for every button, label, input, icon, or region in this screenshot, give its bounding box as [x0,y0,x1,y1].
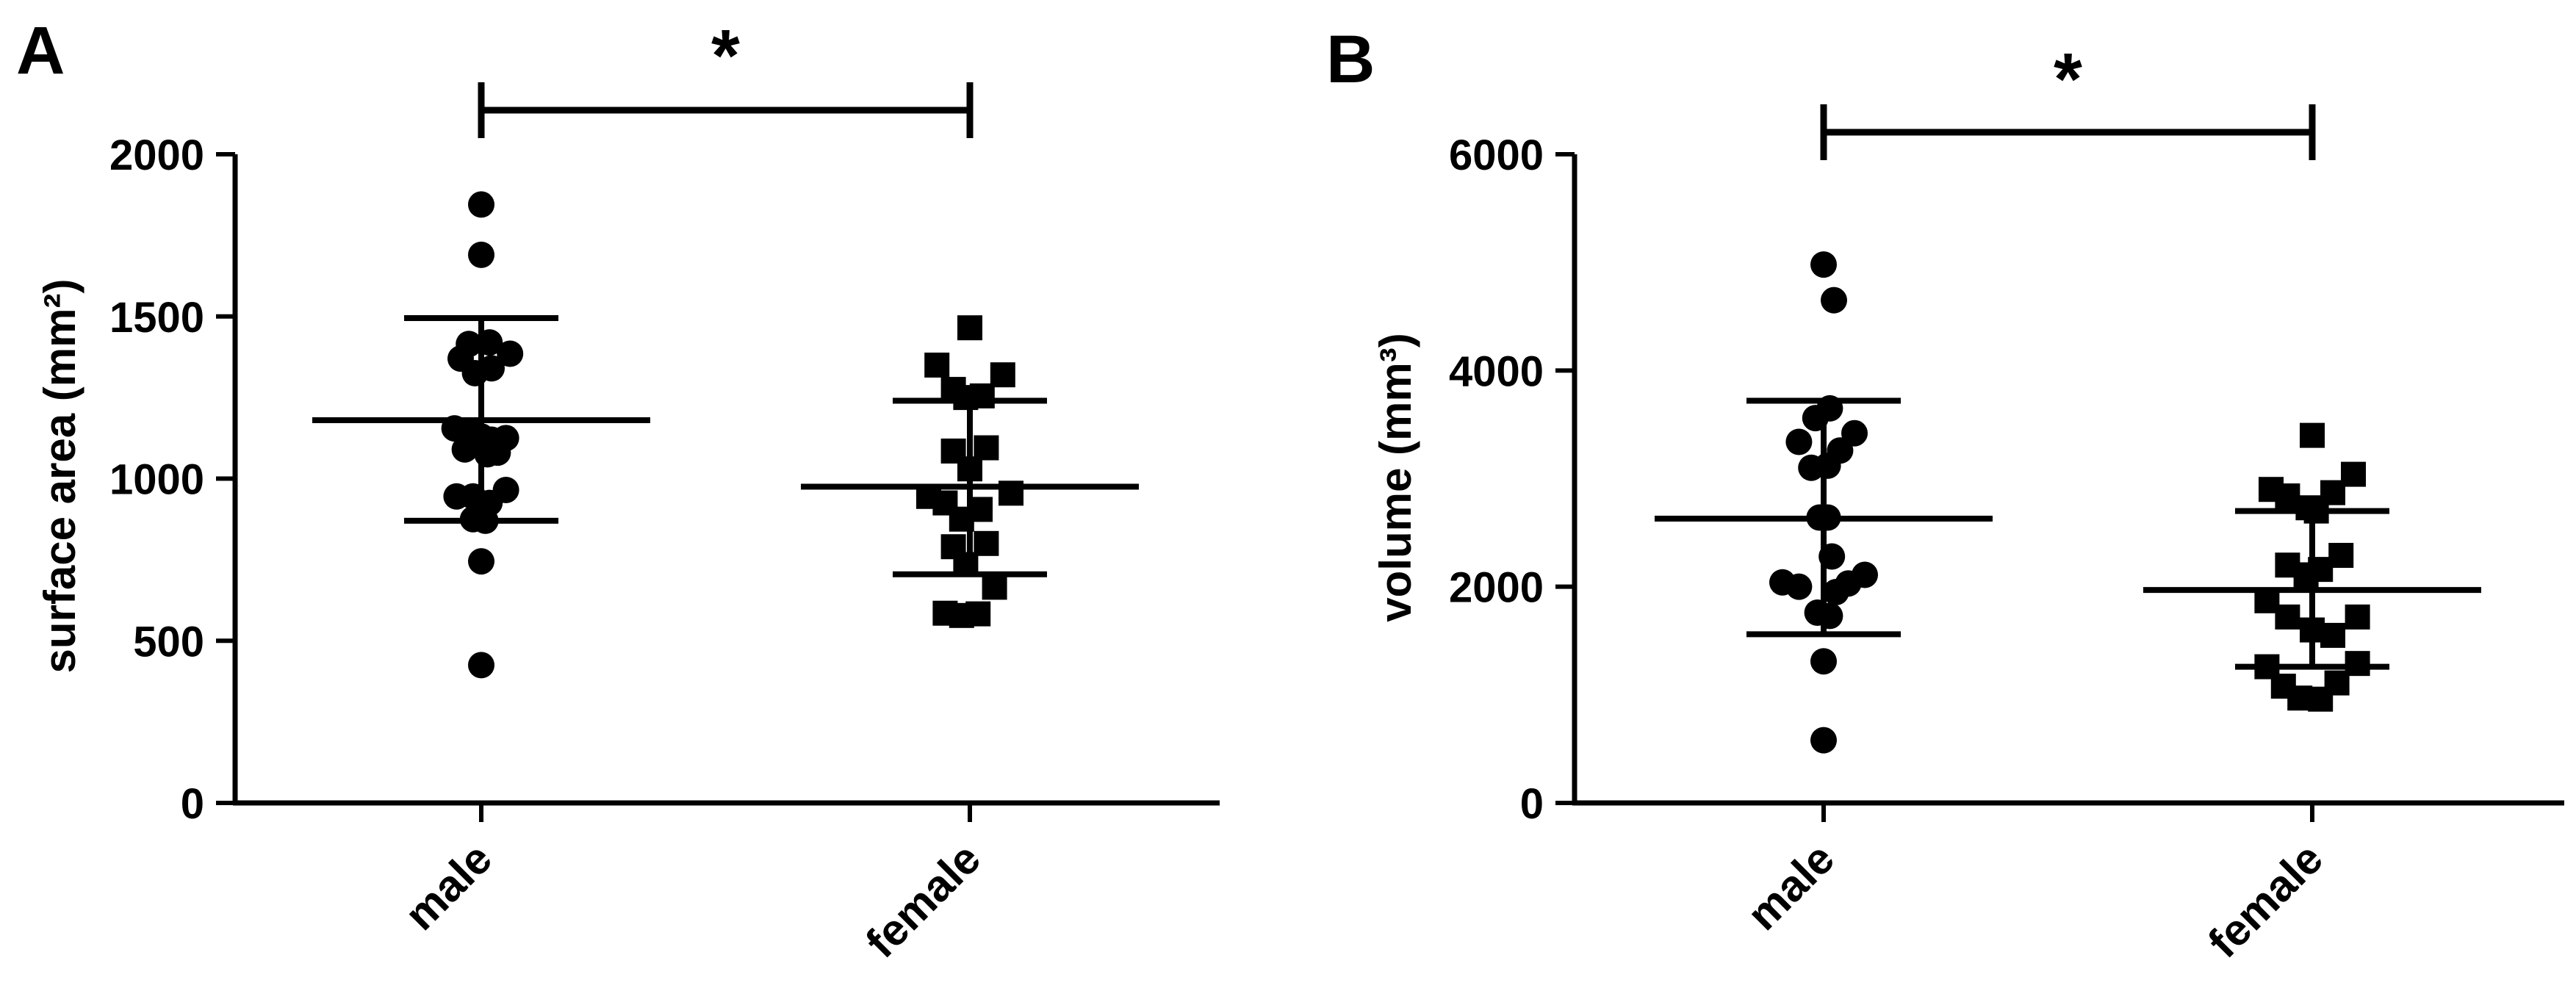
panel-a-male-point [468,191,494,218]
panel-a-male-point [456,331,483,358]
panel-a-female-point [965,601,991,627]
panel-b-male-point [1821,287,1847,314]
panel-a-male-point [484,439,511,466]
panel-b-y-tick-label: 4000 [1449,347,1544,395]
panel-a-category-label: female [856,834,990,967]
panel-a-y-axis: 0 500 1000 1500 2000 [109,131,238,828]
panel-b-female-point [2275,604,2300,630]
panel-b-category-label: female [2198,834,2332,967]
panel-a-female-point [953,385,979,411]
panel-b-male-point [1816,602,1843,630]
panel-a-y-tick-label: 1500 [109,294,204,342]
panel-b-y-tick-label: 0 [1520,780,1544,828]
panel-b-male-point [1785,573,1813,600]
panel-b-female-point [2328,542,2354,568]
panel-b-male-point [1810,251,1837,278]
panel-a-y-tick-label: 1000 [109,456,204,504]
panel-a-female-point [982,574,1007,600]
panel-b-male-point [1814,452,1841,479]
panel-a-female-point [974,530,999,556]
panel-a-female-point [924,352,950,378]
panel-a-plot-area [312,191,1139,679]
panel-a-letter: A [16,13,65,88]
panel-a-x-axis: male female [233,800,1220,967]
panel-b-letter: B [1326,22,1375,97]
panel-b-female-point [2320,622,2345,648]
panel-a-y-tick-label: 0 [181,780,204,828]
panel-b-male-point [1785,428,1813,455]
panel-b-x-axis: male female [1572,800,2564,967]
panel-a-female-point [957,315,982,341]
panel-b-plot-area [1655,251,2481,754]
panel-a-male-point [492,476,519,503]
panel-a-significance: * [478,15,974,138]
panel-a-male-point [468,652,494,679]
panel-b-y-axis-title: volume (mm³) [1371,333,1420,621]
panel-b-female-point [2345,604,2370,630]
panel-b-male-point [1841,419,1868,447]
panel-b-significance-star: * [2054,38,2082,120]
panel-a-male-point [468,548,494,575]
panel-b-female-point [2324,670,2350,696]
panel-a-male-point [451,436,478,463]
panel-a: A 0 500 1000 1500 2000 surface area (mm²) ma… [16,13,1220,967]
panel-a-male-point [478,355,505,382]
panel-a-category-label: male [395,834,501,940]
panel-a-y-axis-title: surface area (mm²) [35,279,84,674]
panel-b-y-tick-label: 6000 [1449,131,1544,179]
panel-a-male-point [468,241,494,268]
panel-b-category-label: male [1738,834,1843,940]
panel-b-male-point [1810,648,1837,675]
panel-a-y-tick-label: 2000 [109,131,204,179]
panel-a-male-point [497,340,524,367]
panel-a-y-tick-label: 500 [133,618,204,666]
panel-a-female-point [974,435,999,461]
panel-b-male-point [1810,727,1837,754]
panel-a-significance-star: * [711,15,740,97]
panel-b-male-point [1852,561,1878,588]
panel-b-significance: * [1820,38,2316,160]
panel-b-female-point [2300,422,2325,448]
panel-b-y-axis: 0 2000 4000 6000 [1449,131,1577,828]
panel-a-female-point [990,362,1015,388]
panel-b-y-tick-label: 2000 [1449,564,1544,612]
